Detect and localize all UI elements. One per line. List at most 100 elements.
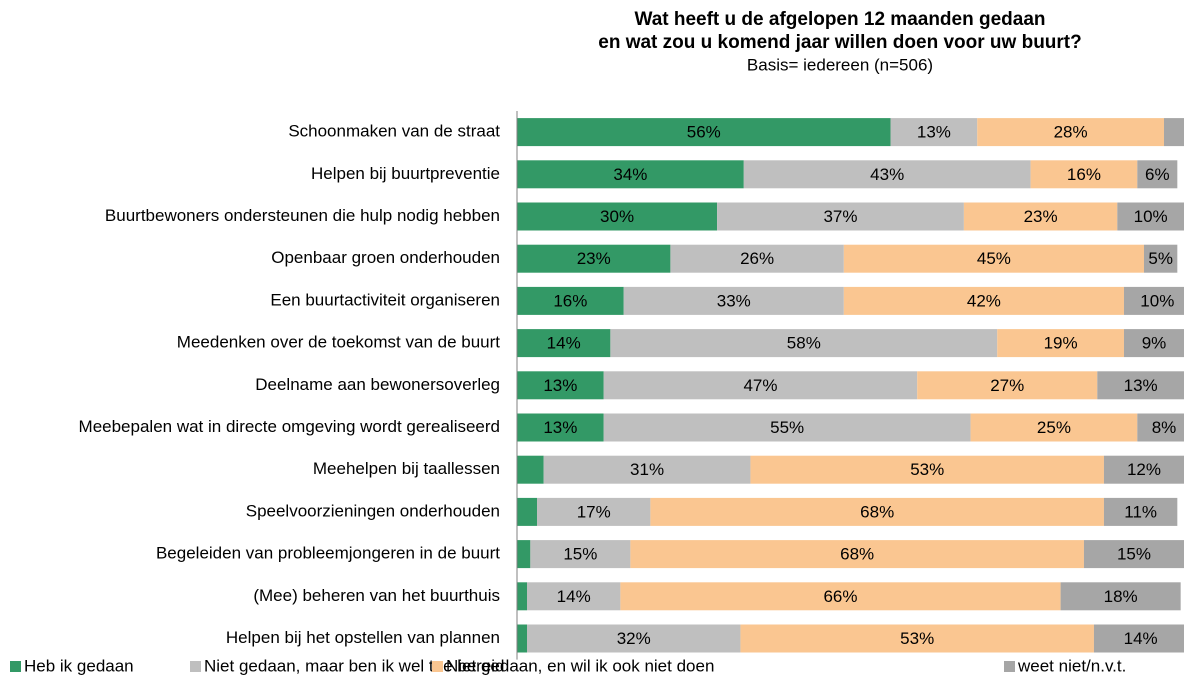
value-label: 55% <box>770 418 804 437</box>
bar-segment <box>527 624 741 653</box>
bar-segment <box>917 371 1098 400</box>
value-label: 26% <box>740 249 774 268</box>
legend-label: Niet gedaan, en wil ik ook niet doen <box>446 656 714 675</box>
bar-segment <box>977 118 1164 147</box>
bar-segment <box>517 118 891 147</box>
legend-label: weet niet/n.v.t. <box>1017 656 1126 675</box>
value-label: 31% <box>630 460 664 479</box>
value-label: 43% <box>870 165 904 184</box>
bar-segment <box>670 244 844 273</box>
value-label: 47% <box>743 376 777 395</box>
value-label: 10% <box>1140 291 1174 310</box>
bar-segment <box>630 540 1084 569</box>
bar-segment <box>1083 540 1184 569</box>
bar-segment <box>1117 202 1184 231</box>
category-label: Begeleiden van probleemjongeren in de bu… <box>156 544 500 563</box>
category-label: Openbaar groen onderhouden <box>271 248 500 267</box>
value-label: 13% <box>1124 376 1158 395</box>
category-label: Helpen bij het opstellen van plannen <box>226 628 500 647</box>
value-label: 34% <box>613 165 647 184</box>
bar-segment <box>517 244 671 273</box>
legend-label: Heb ik gedaan <box>24 656 134 675</box>
bar-segment <box>1123 286 1184 315</box>
value-label: 18% <box>1104 587 1138 606</box>
legend-swatch <box>432 661 443 672</box>
category-label: Helpen bij buurtpreventie <box>311 164 500 183</box>
value-label: 14% <box>557 587 591 606</box>
bar-segment <box>623 286 844 315</box>
bar-segment <box>1030 160 1138 189</box>
category-label: Speelvoorzieningen onderhouden <box>246 501 500 520</box>
value-label: 15% <box>563 545 597 564</box>
value-label: 13% <box>543 376 577 395</box>
category-label: Een buurtactiviteit organiseren <box>270 290 500 309</box>
value-label: 15% <box>1117 545 1151 564</box>
category-label: Meebepalen wat in directe omgeving wordt… <box>79 417 500 436</box>
value-label: 45% <box>977 249 1011 268</box>
value-label: 32% <box>617 629 651 648</box>
value-label: 6% <box>1145 165 1170 184</box>
bar-segment <box>620 582 1061 611</box>
value-label: 9% <box>1142 334 1167 353</box>
legend-swatch <box>1004 661 1015 672</box>
bar-segment <box>1137 413 1184 442</box>
value-label: 12% <box>1127 460 1161 479</box>
value-label: 16% <box>1067 165 1101 184</box>
bar-segment <box>1103 455 1184 484</box>
value-label: 30% <box>600 207 634 226</box>
value-label: 25% <box>1037 418 1071 437</box>
bar-segment <box>963 202 1118 231</box>
bar-segment <box>970 413 1138 442</box>
bar-segment <box>517 624 528 653</box>
value-label: 66% <box>823 587 857 606</box>
value-label: 37% <box>823 207 857 226</box>
value-label: 16% <box>553 291 587 310</box>
bar-segment <box>1093 624 1184 653</box>
value-label: 13% <box>917 123 951 142</box>
bar-segment <box>750 455 1104 484</box>
bar-segment <box>537 497 651 526</box>
value-label: 23% <box>577 249 611 268</box>
bar-segment <box>517 540 531 569</box>
bar-segment <box>997 329 1124 358</box>
bar-segment <box>843 286 1124 315</box>
value-label: 5% <box>1148 249 1173 268</box>
category-label: (Mee) beheren van het buurthuis <box>253 586 500 605</box>
bar-segment <box>527 582 621 611</box>
category-label: Schoonmaken van de straat <box>288 122 500 141</box>
legend-swatch <box>190 661 201 672</box>
bar-segment <box>517 202 718 231</box>
value-label: 33% <box>717 291 751 310</box>
bar-segment <box>517 497 538 526</box>
value-label: 8% <box>1152 418 1177 437</box>
bar-segment <box>517 455 544 484</box>
bar-segment <box>743 160 1031 189</box>
value-label: 56% <box>687 123 721 142</box>
value-label: 42% <box>967 291 1001 310</box>
bar-segment <box>1103 497 1178 526</box>
bar-segment <box>603 413 971 442</box>
legend-swatch <box>10 661 21 672</box>
bar-segment <box>740 624 1094 653</box>
bar-segment <box>530 540 631 569</box>
value-label: 14% <box>1124 629 1158 648</box>
bar-segment <box>517 160 744 189</box>
category-label: Meehelpen bij taallessen <box>313 459 500 478</box>
bar-segment <box>603 371 918 400</box>
value-label: 27% <box>990 376 1024 395</box>
category-label: Deelname aan bewonersoverleg <box>255 375 500 394</box>
value-label: 11% <box>1124 502 1157 521</box>
bar-segment <box>610 329 998 358</box>
bar-segment <box>517 329 611 358</box>
value-label: 68% <box>840 545 874 564</box>
value-label: 28% <box>1054 123 1088 142</box>
value-label: 17% <box>577 502 611 521</box>
value-label: 53% <box>900 629 934 648</box>
chart-title: Wat heeft u de afgelopen 12 maanden geda… <box>634 9 1045 30</box>
bar-segment <box>650 497 1104 526</box>
bar-segment <box>517 371 604 400</box>
chart-subtitle: Basis= iedereen (n=506) <box>747 55 933 74</box>
bar-segment <box>843 244 1144 273</box>
